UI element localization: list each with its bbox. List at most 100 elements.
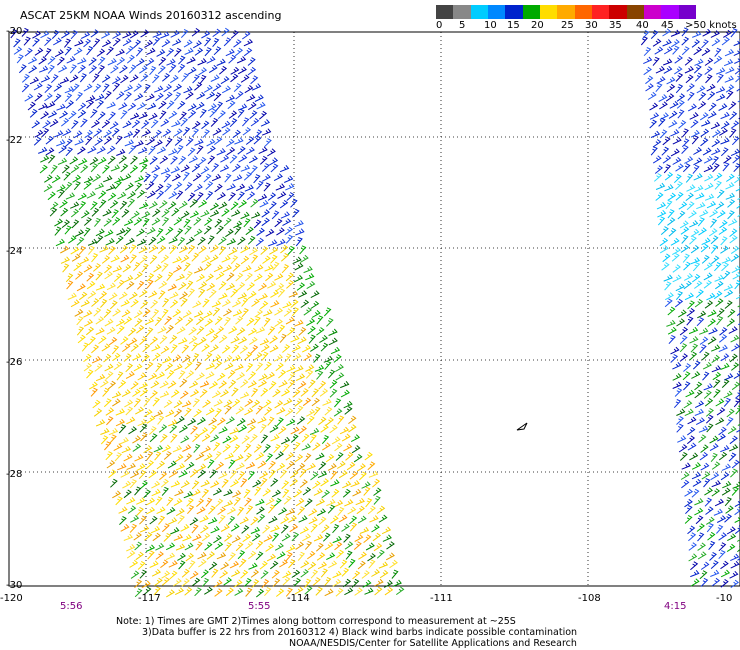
wind-barb [141, 210, 151, 219]
wind-barb [92, 73, 100, 83]
wind-barb [100, 298, 108, 308]
wind-barb [671, 39, 680, 48]
wind-barb [317, 561, 328, 570]
wind-barb [33, 136, 42, 146]
wind-barb [107, 145, 116, 155]
wind-barb [190, 425, 198, 435]
wind-barb [47, 191, 56, 201]
wind-barb [229, 118, 238, 128]
wind-barb [244, 398, 254, 407]
wind-barb [154, 577, 163, 587]
wind-barb [278, 507, 288, 516]
wind-barb [649, 119, 658, 129]
wind-barb [693, 46, 703, 56]
wind-barb [711, 147, 721, 156]
wind-barb [259, 338, 270, 346]
wind-barb [128, 337, 138, 346]
wind-barb [303, 265, 313, 274]
wind-barb [698, 227, 707, 236]
wind-barb [354, 534, 364, 542]
wind-barb [214, 183, 223, 193]
wind-barb [328, 560, 338, 569]
wind-barb [212, 83, 222, 92]
wind-barb [672, 373, 682, 381]
wind-barb [134, 310, 143, 319]
wind-barb [734, 515, 740, 523]
wind-barb [225, 228, 234, 238]
wind-barb [201, 445, 212, 454]
wind-barb [132, 353, 142, 361]
wind-barb [180, 210, 190, 219]
wind-barb [224, 362, 234, 371]
wind-barb [313, 406, 321, 416]
wind-barb [198, 67, 208, 76]
wind-barb [384, 587, 394, 596]
wind-barb [142, 308, 151, 318]
wind-barb [328, 337, 338, 346]
wind-barb [165, 226, 174, 236]
wind-barb [276, 462, 286, 471]
wind-barb [108, 292, 118, 301]
wind-barb [696, 202, 706, 210]
wind-barb [690, 561, 699, 571]
wind-barb [292, 256, 302, 265]
wind-barb [65, 273, 74, 283]
wind-barb [268, 515, 278, 524]
wind-barb [703, 478, 711, 488]
wind-barb [679, 343, 688, 353]
wind-barb [681, 462, 691, 470]
wind-barb [699, 112, 709, 121]
wind-barb [233, 496, 241, 506]
wind-barb [723, 390, 733, 399]
wind-barb [172, 265, 182, 273]
wind-barb [80, 118, 88, 128]
wind-barb [236, 372, 246, 381]
wind-barb [130, 570, 140, 579]
wind-barb [257, 416, 267, 424]
wind-barb [369, 515, 379, 523]
wind-barb [149, 254, 158, 264]
wind-barb [244, 272, 253, 282]
wind-barb [285, 272, 294, 282]
wind-barb [187, 192, 196, 202]
wind-barb [183, 86, 193, 94]
wind-barb [276, 417, 284, 427]
colorbar-label: 0 [436, 20, 443, 31]
wind-barb [270, 163, 279, 173]
wind-barb [93, 128, 103, 137]
wind-barb [198, 288, 206, 298]
wind-barb [178, 370, 186, 380]
wind-barb [103, 218, 112, 227]
wind-barb [197, 551, 207, 560]
wind-barb [261, 217, 270, 227]
wind-barb [165, 552, 176, 561]
wind-barb [237, 292, 248, 300]
wind-barb [100, 427, 110, 435]
wind-barb [129, 74, 139, 83]
wind-barb [58, 189, 66, 199]
wind-barb [151, 173, 159, 183]
wind-barb [97, 64, 106, 75]
wind-barb [685, 74, 694, 84]
wind-barb [299, 468, 307, 478]
wind-barb [92, 173, 102, 183]
wind-barb [10, 29, 18, 39]
wind-barb [652, 38, 662, 47]
wind-barb [298, 515, 308, 523]
wind-barb [725, 182, 735, 190]
wind-barb [242, 117, 250, 127]
wind-barb [38, 146, 48, 154]
colorbar-swatch [574, 5, 592, 19]
wind-barb [724, 48, 735, 57]
wind-barb [140, 432, 148, 442]
wind-barb [114, 176, 124, 184]
wind-barb [311, 397, 320, 407]
wind-barb [153, 409, 164, 418]
wind-barb [237, 550, 246, 560]
wind-barb [684, 408, 694, 417]
wind-barb [141, 263, 149, 273]
wind-barb [694, 184, 704, 193]
wind-barb [710, 235, 719, 245]
wind-barb [200, 569, 209, 579]
wind-barb [218, 65, 228, 75]
